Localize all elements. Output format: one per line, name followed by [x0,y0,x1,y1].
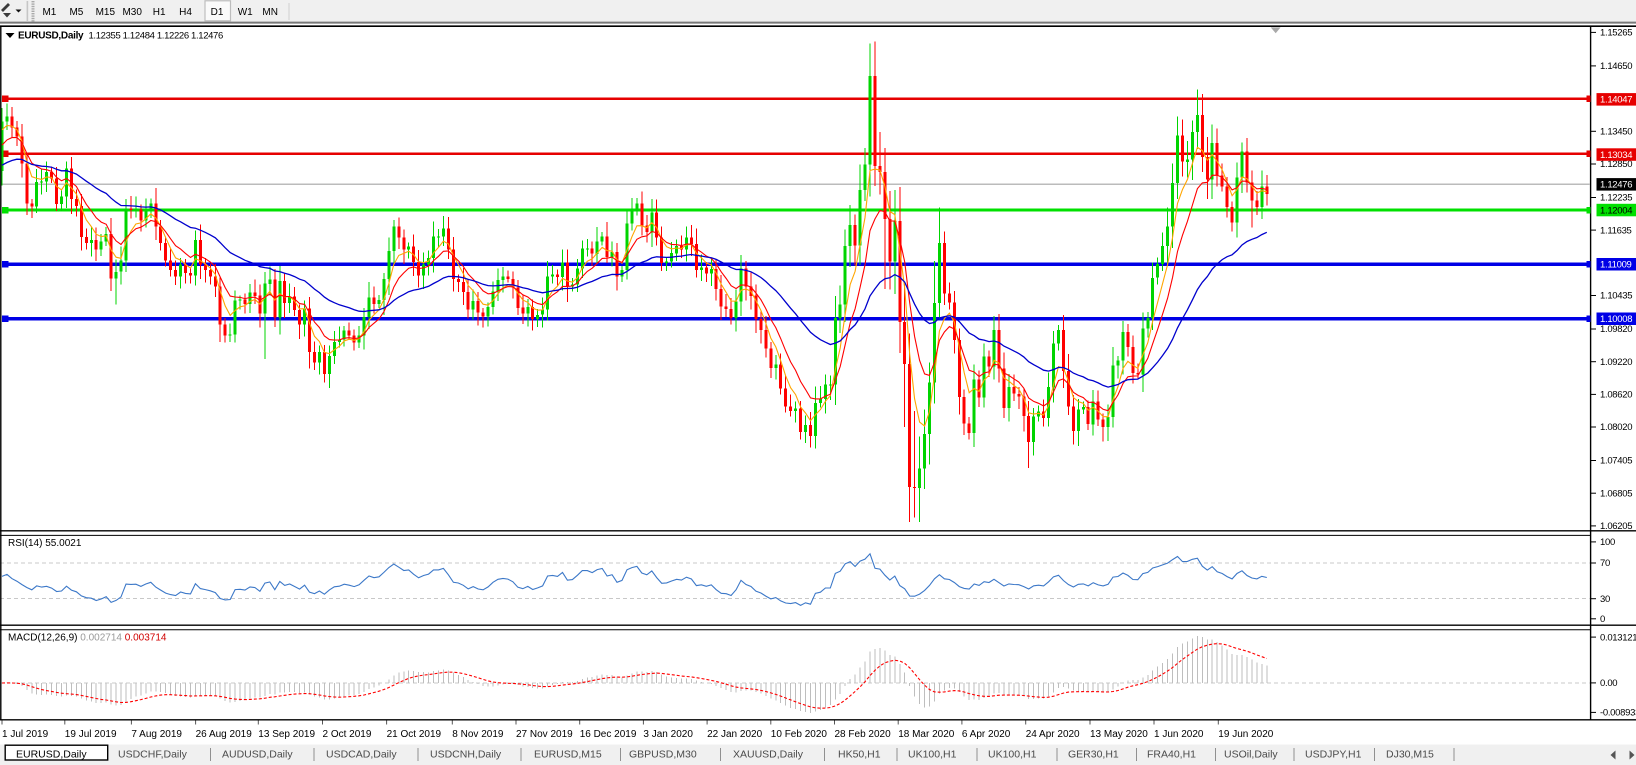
svg-text:M15: M15 [96,7,116,18]
svg-text:UK100,H1: UK100,H1 [988,749,1037,761]
svg-text:27 Nov 2019: 27 Nov 2019 [516,729,573,740]
svg-text:UK100,H1: UK100,H1 [908,749,957,761]
svg-text:M5: M5 [69,7,83,18]
svg-text:100: 100 [1600,537,1615,548]
svg-text:D1: D1 [211,7,224,18]
svg-text:W1: W1 [238,7,253,18]
svg-text:7 Aug 2019: 7 Aug 2019 [131,729,182,740]
svg-text:1.12235: 1.12235 [1600,193,1632,204]
svg-text:0.013121: 0.013121 [1600,632,1636,643]
svg-text:USDJPY,H1: USDJPY,H1 [1305,749,1362,761]
svg-text:1 Jun 2020: 1 Jun 2020 [1154,729,1204,740]
svg-text:1.14047: 1.14047 [1600,95,1632,106]
svg-text:10 Feb 2020: 10 Feb 2020 [771,729,828,740]
svg-text:1.10008: 1.10008 [1600,314,1632,325]
svg-text:1.12850: 1.12850 [1600,159,1632,170]
svg-text:26 Aug 2019: 26 Aug 2019 [196,729,253,740]
svg-text:H4: H4 [179,7,192,18]
svg-text:1.09820: 1.09820 [1600,324,1632,335]
svg-text:30: 30 [1600,594,1610,605]
svg-text:18 Mar 2020: 18 Mar 2020 [898,729,955,740]
svg-text:1.14650: 1.14650 [1600,61,1632,72]
svg-text:1.06205: 1.06205 [1600,521,1632,532]
svg-text:M30: M30 [122,7,142,18]
svg-text:19 Jun 2020: 19 Jun 2020 [1218,729,1273,740]
svg-text:GER30,H1: GER30,H1 [1068,749,1119,761]
svg-text:2 Oct 2019: 2 Oct 2019 [323,729,372,740]
svg-text:USDCNH,Daily: USDCNH,Daily [430,749,502,761]
svg-text:16 Dec 2019: 16 Dec 2019 [580,729,637,740]
svg-text:1.07405: 1.07405 [1600,456,1632,467]
svg-text:6 Apr 2020: 6 Apr 2020 [962,729,1011,740]
svg-text:1.13450: 1.13450 [1600,127,1632,138]
svg-text:1.11635: 1.11635 [1600,225,1632,236]
svg-text:19 Jul 2019: 19 Jul 2019 [65,729,117,740]
svg-text:USOil,Daily: USOil,Daily [1224,749,1278,761]
svg-text:H1: H1 [153,7,166,18]
svg-text:13 Sep 2019: 13 Sep 2019 [258,729,315,740]
svg-text:1.08020: 1.08020 [1600,422,1632,433]
svg-text:21 Oct 2019: 21 Oct 2019 [387,729,442,740]
svg-text:24 Apr 2020: 24 Apr 2020 [1026,729,1080,740]
svg-text:1.11009: 1.11009 [1600,260,1632,271]
svg-text:1.15265: 1.15265 [1600,28,1632,39]
svg-text:AUDUSD,Daily: AUDUSD,Daily [222,749,293,761]
svg-text:0: 0 [1600,614,1605,625]
svg-text:1.12476: 1.12476 [1600,180,1632,191]
svg-text:FRA40,H1: FRA40,H1 [1147,749,1196,761]
svg-text:70: 70 [1600,558,1610,569]
svg-text:28 Feb 2020: 28 Feb 2020 [835,729,892,740]
svg-text:XAUUSD,Daily: XAUUSD,Daily [733,749,804,761]
svg-text:USDCHF,Daily: USDCHF,Daily [118,749,188,761]
svg-text:1.12355 1.12484 1.12226 1.1247: 1.12355 1.12484 1.12226 1.12476 [89,31,223,42]
svg-text:1.09220: 1.09220 [1600,357,1632,368]
svg-text:22 Jan 2020: 22 Jan 2020 [707,729,762,740]
svg-text:MN: MN [262,7,278,18]
svg-text:1.13034: 1.13034 [1600,150,1632,161]
svg-text:13 May 2020: 13 May 2020 [1090,729,1148,740]
svg-text:USDCAD,Daily: USDCAD,Daily [326,749,397,761]
svg-text:EURUSD,M15: EURUSD,M15 [534,749,602,761]
svg-text:3 Jan 2020: 3 Jan 2020 [643,729,693,740]
svg-text:1.12004: 1.12004 [1600,205,1632,216]
svg-text:1.08620: 1.08620 [1600,390,1632,401]
svg-text:1.10435: 1.10435 [1600,291,1632,302]
svg-text:MACD(12,26,9) 0.002714 0.00371: MACD(12,26,9) 0.002714 0.003714 [8,633,167,644]
svg-text:0.00: 0.00 [1600,678,1617,689]
svg-text:EURUSD,Daily: EURUSD,Daily [16,749,87,761]
svg-text:1 Jul 2019: 1 Jul 2019 [2,729,49,740]
svg-text:EURUSD,Daily: EURUSD,Daily [18,31,84,42]
svg-text:RSI(14) 55.0021: RSI(14) 55.0021 [8,538,82,549]
svg-text:DJ30,M15: DJ30,M15 [1386,749,1434,761]
svg-text:GBPUSD,M30: GBPUSD,M30 [629,749,697,761]
svg-text:HK50,H1: HK50,H1 [838,749,881,761]
svg-text:-0.008933: -0.008933 [1600,708,1636,719]
svg-text:1.06805: 1.06805 [1600,488,1632,499]
svg-text:M1: M1 [42,7,56,18]
svg-text:8 Nov 2019: 8 Nov 2019 [452,729,504,740]
